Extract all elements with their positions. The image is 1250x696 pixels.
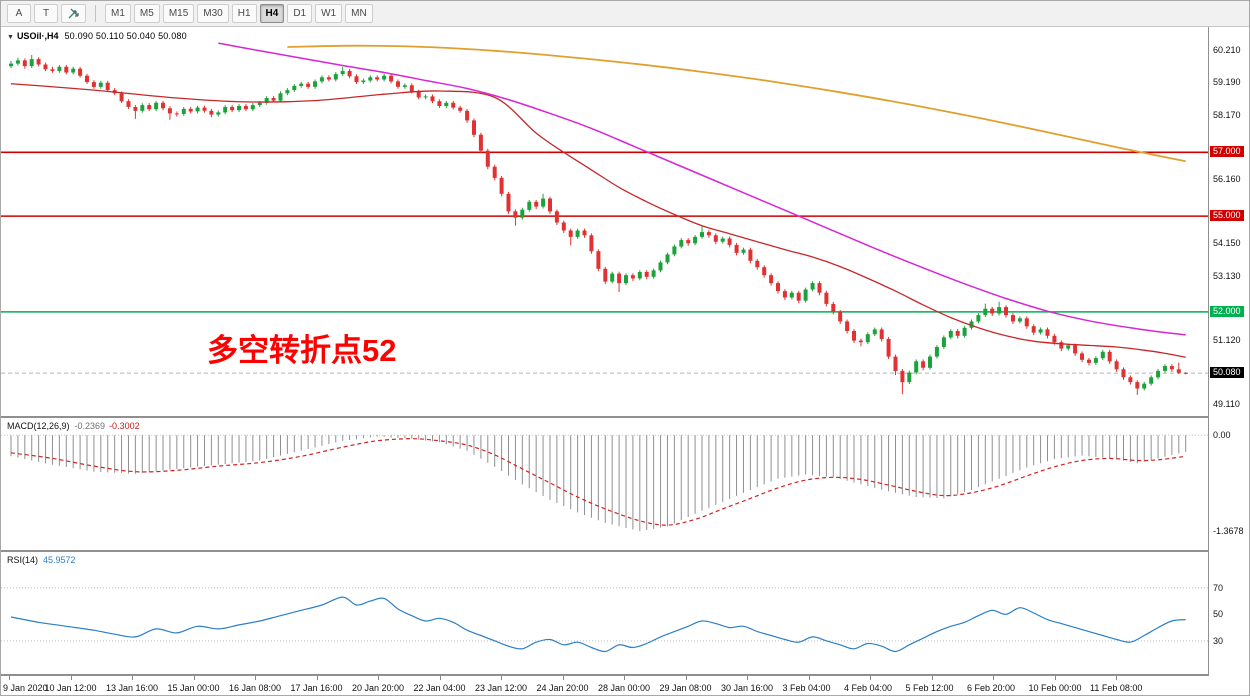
tool-button-t[interactable]: T [34,4,58,23]
macd-axis-label: 0.00 [1213,430,1231,440]
ma-slow-orange-line [287,44,1186,163]
time-axis-label: 10 Feb 00:00 [1028,683,1082,693]
time-axis-label: 30 Jan 16:00 [721,683,774,693]
macd-signal-line [10,438,1186,526]
timeframe-button-group: M1 M5 M15 M30 H1 H4 D1 W1 MN [105,4,373,23]
price-tick-label: 60.210 [1213,45,1241,55]
toolbar-separator [95,5,96,22]
time-axis-tick [9,676,10,680]
macd-histogram [10,435,1187,532]
time-axis-tick [70,676,72,680]
main-chart-panel[interactable]: ▼ USOil·,H4 50.090 50.110 50.040 50.080 多空… [1,27,1208,416]
time-axis-tick [808,676,810,680]
price-tick-label: 56.160 [1213,174,1241,184]
symbol-timeframe-label: USOil·,H4 [16,31,59,41]
candlesticks [9,55,1188,395]
time-axis-label: 16 Jan 08:00 [229,683,282,693]
time-axis-label: 10 Jan 12:00 [44,683,97,693]
time-axis-tick [870,676,871,680]
rsi-panel[interactable]: RSI(14) 45.9572 [1,552,1208,674]
price-tick-label: 59.190 [1213,77,1241,87]
time-axis-label: 23 Jan 12:00 [475,683,528,693]
time-axis-tick [1054,676,1056,680]
rsi-label: RSI(14) 45.9572 [7,555,76,565]
time-axis-tick [993,676,994,680]
timeframe-button-m5[interactable]: M5 [133,4,160,23]
time-axis-tick [501,676,502,680]
time-axis-label: 6 Feb 20:00 [967,683,1016,693]
time-axis-tick [378,676,379,680]
time-axis-tick [132,676,133,680]
macd-panel[interactable]: MACD(12,26,9) -0.2369 -0.3002 [1,418,1208,550]
time-axis-label: 24 Jan 20:00 [536,683,589,693]
time-axis-label: 17 Jan 16:00 [290,683,343,693]
timeframe-button-h4[interactable]: H4 [259,4,285,23]
rsi-chart [1,587,1208,653]
price-tick-label: 49.110 [1213,399,1240,409]
time-axis-tick [193,676,195,680]
time-axis-tick [316,676,318,680]
arrows-icon [68,8,79,19]
panel-separator[interactable] [1,550,1249,552]
time-axis-label: 5 Feb 12:00 [905,683,954,693]
time-axis-tick [931,676,933,680]
price-level-badge: 57.000 [1210,146,1244,157]
rsi-axis-label: 30 [1213,636,1224,646]
price-tick-label: 58.170 [1213,110,1241,120]
panel-separator[interactable] [1,416,1249,418]
chart-menu-icon[interactable]: ▼ [7,34,14,41]
price-level-badge: 55.000 [1210,210,1244,221]
timeframe-button-m15[interactable]: M15 [162,4,195,23]
ma-mid-magenta-line [218,42,1186,336]
rsi-axis-label: 70 [1213,583,1224,593]
time-axis-tick [624,676,625,680]
timeframe-button-d1[interactable]: D1 [287,4,313,23]
time-axis-tick [747,676,748,680]
tool-button-a[interactable]: A [7,4,31,23]
macd-axis-label: -1.3678 [1213,526,1244,536]
time-axis-tick [439,676,441,680]
time-axis-label: 15 Jan 00:00 [167,683,220,693]
tool-button-arrows[interactable] [61,4,86,23]
current-price-badge: 50.080 [1210,367,1244,378]
time-axis-tick [685,676,687,680]
timeframe-button-mn[interactable]: MN [345,4,373,23]
time-axis-label: 13 Jan 16:00 [106,683,159,693]
timeframe-button-w1[interactable]: W1 [315,4,343,23]
time-axis-tick [255,676,256,680]
price-axis[interactable]: 60.210 59.190 58.170 56.160 54.150 53.130 51.1… [1208,27,1249,676]
panel-separator[interactable] [1,674,1249,676]
ohlc-readout: 50.090 50.110 50.040 50.080 [64,31,187,41]
rsi-axis-label: 50 [1213,609,1224,619]
price-tick-label: 53.130 [1213,271,1241,281]
time-axis-label: 3 Feb 04:00 [782,683,831,693]
time-axis-tick [1116,676,1117,680]
time-axis-label: 9 Jan 2020 [3,683,48,693]
time-axis-tick [562,676,564,680]
macd-label: MACD(12,26,9) -0.2369 -0.3002 [7,421,140,431]
candlestick-chart [1,42,1208,395]
annotation-text[interactable]: 多空转折点52 [207,333,397,368]
time-axis-label: 20 Jan 20:00 [352,683,405,693]
time-axis[interactable]: 9 Jan 2020 10 Jan 12:00 13 Jan 16:00 15 Jan… [1,676,1249,695]
chart-title: ▼ USOil·,H4 50.090 50.110 50.040 50.080 [7,31,187,41]
time-axis-label: 29 Jan 08:00 [659,683,712,693]
timeframe-button-h1[interactable]: H1 [231,4,257,23]
price-tick-label: 51.120 [1213,335,1241,345]
timeframe-button-m30[interactable]: M30 [197,4,229,23]
rsi-line [10,596,1186,653]
ma-fast-red-line [10,83,1186,358]
timeframe-button-m1[interactable]: M1 [105,4,131,23]
time-axis-label: 22 Jan 04:00 [413,683,466,693]
price-level-badge: 52.000 [1210,306,1244,317]
price-tick-label: 54.150 [1213,238,1241,248]
time-axis-label: 11 Feb 08:00 [1090,683,1143,693]
macd-chart [1,434,1208,532]
time-axis-label: 4 Feb 04:00 [844,683,893,693]
time-axis-label: 28 Jan 00:00 [598,683,651,693]
